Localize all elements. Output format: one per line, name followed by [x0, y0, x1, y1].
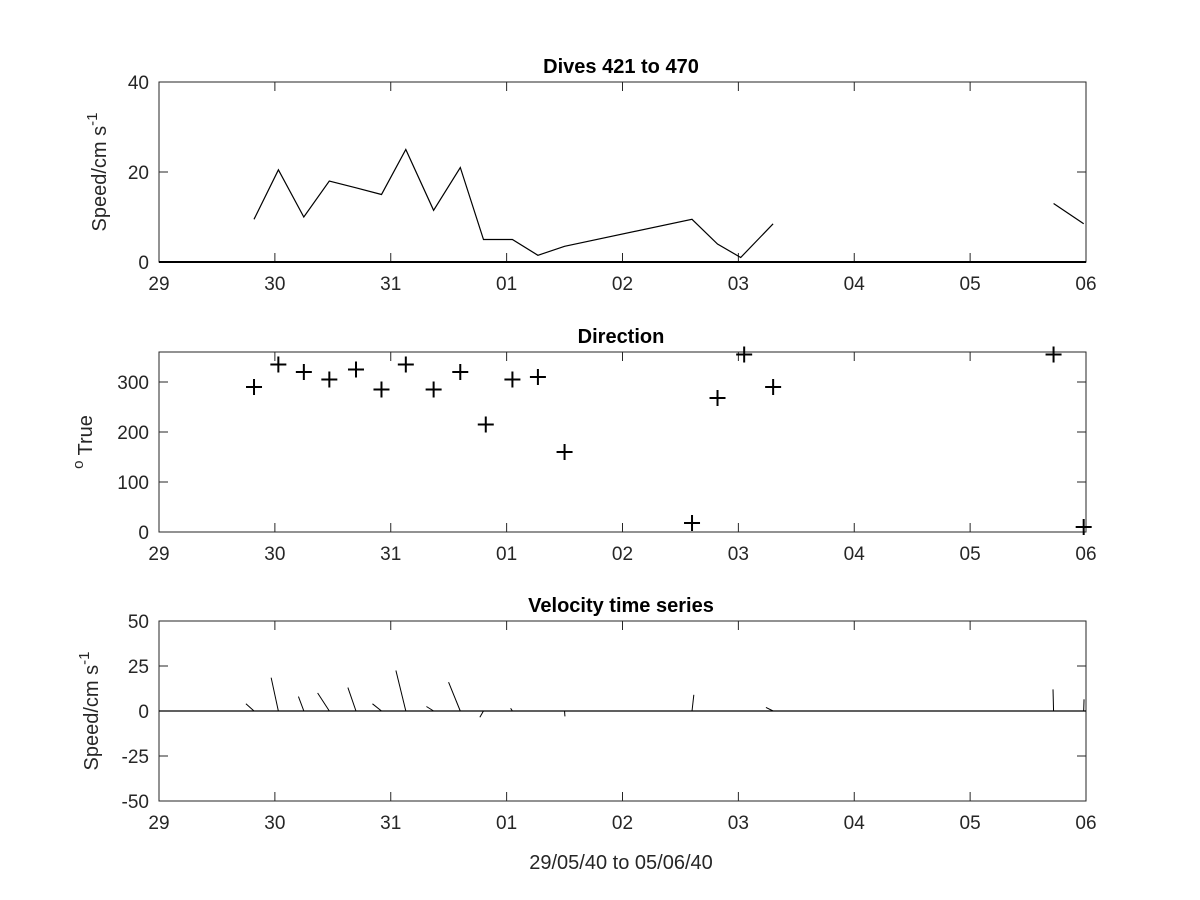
velocity-xtick-label: 06: [1075, 813, 1096, 834]
speed-series-line-1: [1053, 203, 1085, 225]
velocity-vector-stick: [1052, 689, 1055, 712]
direction-marker: [684, 515, 701, 531]
direction-xtick-label: 29: [148, 544, 169, 565]
speed-ylabel: Speed/cm s-1: [84, 113, 111, 232]
velocity-vector-stick: [245, 703, 255, 712]
direction-ytick-label: 0: [138, 523, 149, 544]
direction-xtick-label: 02: [612, 544, 633, 565]
direction-panel-title: Direction: [578, 326, 665, 348]
velocity-vector-stick: [317, 692, 330, 712]
velocity-vector-stick: [297, 696, 305, 712]
direction-ytick-label: 300: [117, 373, 149, 394]
speed-xtick-label: 29: [148, 274, 169, 295]
velocity-vector-stick: [426, 706, 434, 712]
velocity-vector-stick: [691, 694, 695, 712]
speed-xtick-label: 06: [1075, 274, 1096, 295]
direction-marker: [529, 369, 546, 385]
direction-xtick-label: 05: [960, 544, 981, 565]
velocity-xtick-label: 31: [380, 813, 401, 834]
velocity-vector-stick: [270, 677, 279, 712]
velocity-xtick-label: 02: [612, 813, 633, 834]
velocity-vector-stick: [448, 682, 461, 712]
speed-axes: 29 30 31 01 02 03 04 05 06 0 20 40: [128, 73, 1097, 295]
direction-panel: Direction 29 30 31 01 02 03 04 05 06 0 100 200 300 o…: [70, 326, 1097, 565]
velocity-xtick-label: 04: [844, 813, 866, 834]
direction-marker: [709, 390, 726, 406]
direction-marker: [556, 444, 573, 460]
velocity-xtick-label: 03: [728, 813, 749, 834]
speed-xtick-label: 31: [380, 274, 401, 295]
direction-marker: [246, 379, 263, 395]
velocity-ytick-label: 25: [128, 657, 149, 678]
direction-ylabel-prefix: o: [70, 461, 87, 469]
speed-xtick-label: 30: [264, 274, 285, 295]
velocity-vector-stick: [372, 703, 382, 712]
velocity-ylabel-superscript: -1: [76, 652, 93, 665]
direction-marker: [765, 379, 782, 395]
speed-plot-area: [158, 81, 1087, 263]
speed-xtick-label: 04: [844, 274, 866, 295]
velocity-xtick-label: 01: [496, 813, 517, 834]
velocity-vector-stick: [479, 710, 484, 718]
direction-marker: [347, 361, 364, 378]
direction-xtick-label: 31: [380, 544, 401, 565]
direction-xtick-label: 04: [844, 544, 866, 565]
speed-ytick-label: 40: [128, 73, 149, 94]
speed-ylabel-text: Speed/cm s: [89, 126, 111, 232]
direction-marker: [477, 416, 494, 433]
velocity-ytick-label: 0: [138, 702, 149, 723]
speed-xtick-label: 02: [612, 274, 633, 295]
direction-marker: [373, 381, 390, 398]
direction-ylabel-text: True: [75, 415, 97, 455]
velocity-ytick-label: -25: [122, 747, 149, 768]
velocity-vector-stick: [395, 670, 407, 712]
velocity-vector-stick: [765, 706, 774, 712]
speed-panel-title: Dives 421 to 470: [543, 56, 699, 78]
velocity-ylabel-text: Speed/cm s: [81, 665, 103, 771]
direction-axes: 29 30 31 01 02 03 04 05 06 0 100 200 300: [117, 351, 1097, 565]
direction-ytick-label: 200: [117, 423, 149, 444]
speed-xtick-label: 03: [728, 274, 749, 295]
direction-xtick-label: 01: [496, 544, 517, 565]
direction-xtick-label: 06: [1075, 544, 1096, 565]
velocity-panel-title: Velocity time series: [528, 595, 714, 617]
velocity-ytick-label: 50: [128, 612, 149, 633]
direction-marker: [425, 381, 442, 398]
speed-ytick-label: 20: [128, 163, 149, 184]
direction-xtick-label: 30: [264, 544, 285, 565]
speed-ylabel-superscript: -1: [84, 113, 101, 126]
direction-marker: [295, 364, 312, 380]
direction-plot-area: [158, 351, 1087, 533]
direction-marker: [504, 371, 521, 388]
speed-series: [159, 148, 1086, 263]
speed-xtick-label: 05: [960, 274, 981, 295]
direction-xtick-label: 03: [728, 544, 749, 565]
velocity-vector-stick: [510, 708, 513, 712]
speed-ytick-label: 0: [138, 253, 149, 274]
velocity-axes: 29 30 31 01 02 03 04 05 06 -50 -25 0 25 50: [122, 612, 1097, 834]
direction-marker: [1075, 519, 1092, 535]
velocity-sticks: [159, 670, 1086, 718]
velocity-vector-stick: [347, 687, 357, 712]
direction-markers: [246, 346, 1092, 535]
direction-ylabel: o True: [70, 415, 97, 469]
speed-panel: Dives 421 to 470 29 30 31 01 02 03 04 05 06 0 20 40…: [84, 56, 1097, 295]
direction-marker: [452, 364, 469, 380]
velocity-xtick-label: 30: [264, 813, 285, 834]
velocity-ylabel: Speed/cm s-1: [76, 652, 103, 771]
direction-marker: [270, 356, 287, 373]
velocity-panel: Velocity time series 29 30 31 01 02 03 04 05 06 -…: [76, 595, 1097, 834]
direction-marker: [1045, 346, 1062, 363]
speed-series-line-0: [253, 148, 774, 259]
figure-xlabel: 29/05/40 to 05/06/40: [529, 852, 713, 874]
velocity-xtick-label: 29: [148, 813, 169, 834]
direction-marker: [321, 371, 338, 388]
velocity-xtick-label: 05: [960, 813, 981, 834]
velocity-ytick-label: -50: [122, 792, 149, 813]
direction-marker: [397, 356, 414, 373]
direction-marker: [736, 346, 753, 363]
speed-xtick-label: 01: [496, 274, 517, 295]
direction-ytick-label: 100: [117, 473, 149, 494]
